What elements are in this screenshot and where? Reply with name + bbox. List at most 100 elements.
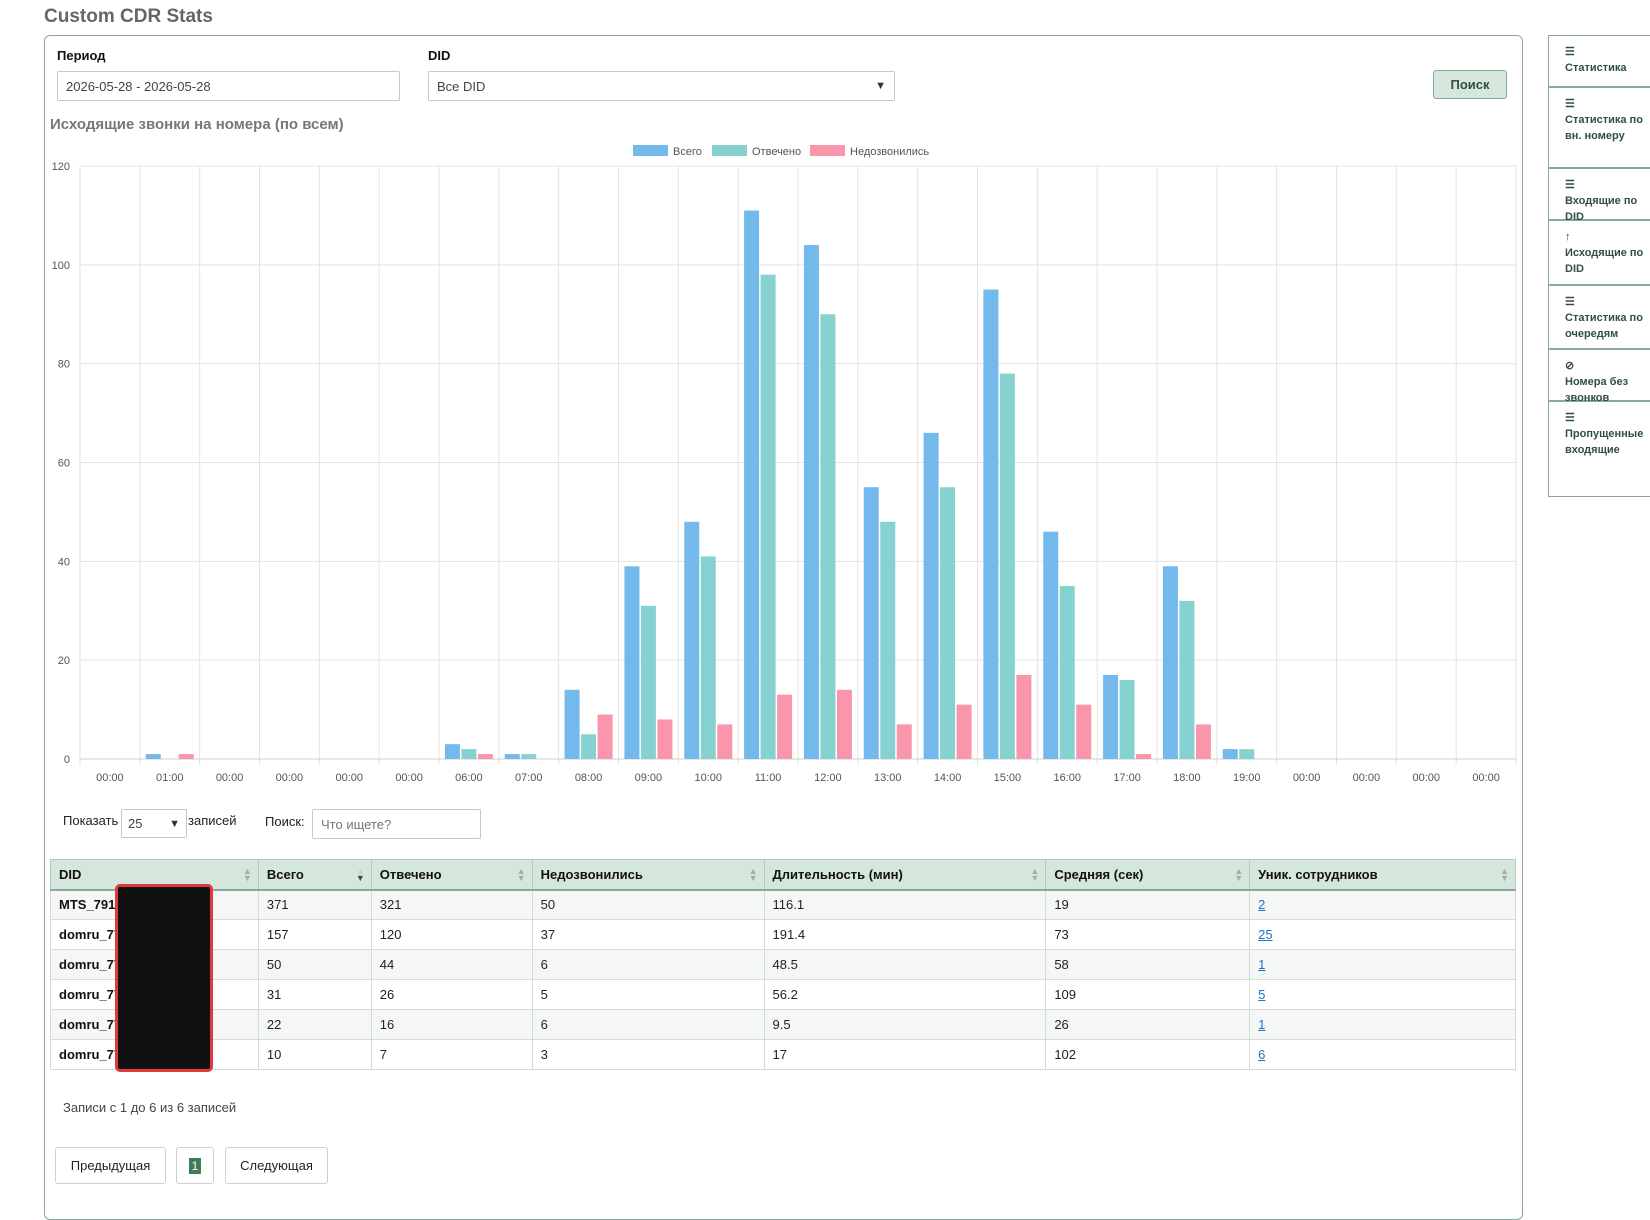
x-tick-label: 00:00 [96, 772, 124, 784]
table-cell: 5 [531, 979, 765, 1010]
records-label: записей [188, 813, 237, 828]
employees-link[interactable]: 1 [1258, 957, 1266, 972]
bar-всего [444, 744, 460, 759]
bar-всего [504, 754, 520, 759]
employees-link[interactable]: 5 [1258, 987, 1266, 1002]
table-cell: 7 [370, 1039, 533, 1070]
list-icon: ☰ [1565, 412, 1575, 424]
sidebar-item-4[interactable]: ☰ Статистика по очередям [1548, 285, 1650, 349]
table-cell: 120 [370, 919, 533, 950]
table-cell: 191.4 [763, 919, 1047, 950]
sort-icon: ▲ ▼ [516, 866, 526, 883]
x-tick-label: 00:00 [276, 772, 304, 784]
column-header-4[interactable]: Длительность (мин) ▲ ▼ [763, 859, 1047, 891]
column-header-label: Отвечено [379, 866, 442, 882]
sidebar-item-1[interactable]: ☰ Статистика по вн. номеру [1548, 87, 1650, 168]
table-cell: 56.2 [763, 979, 1047, 1010]
employees-link[interactable]: 2 [1258, 897, 1266, 913]
sidebar-item-0[interactable]: ☰ Статистика [1548, 35, 1650, 87]
table-cell: 25 [1249, 919, 1516, 950]
x-tick-label: 18:00 [1173, 772, 1201, 784]
table-search-input[interactable] [312, 809, 481, 839]
prev-page-button[interactable]: Предыдущая [55, 1147, 166, 1184]
column-header-1[interactable]: Всего ▲ ▼ [257, 859, 372, 891]
table-cell: 116.1 [763, 889, 1047, 920]
employees-link[interactable]: 1 [1258, 1017, 1266, 1032]
x-tick-label: 00:00 [1353, 772, 1381, 784]
page-1-button[interactable]: 1 [176, 1147, 214, 1184]
table-info: Записи с 1 до 6 из 6 записей [63, 1100, 237, 1115]
chart-title: Исходящие звонки на номера (по всем) [50, 116, 344, 133]
employees-link[interactable]: 6 [1258, 1047, 1266, 1062]
table-row: MTS_7915 371 321 50 116.1 19 2 [50, 889, 1516, 920]
column-header-5[interactable]: Средняя (сек) ▲ ▼ [1045, 859, 1251, 891]
legend-label: Недозвонились [850, 146, 929, 158]
period-input[interactable]: 2026-05-28 - 2026-05-28 [57, 71, 400, 101]
x-tick-label: 11:00 [755, 772, 782, 784]
bar-отвечено [521, 754, 537, 759]
employees-link[interactable]: 25 [1258, 927, 1273, 942]
did-select[interactable]: Все DID ▼ [428, 71, 895, 101]
table-cell: 16 [370, 1009, 533, 1040]
x-tick-label: 00:00 [216, 772, 244, 784]
y-tick-label: 80 [58, 359, 70, 371]
bar-всего [684, 521, 700, 759]
sidebar-item-label: Статистика [1565, 62, 1627, 74]
bar-всего [1043, 531, 1059, 759]
bar-отвечено [1119, 679, 1135, 759]
sort-icon: ▲ ▼ [1234, 866, 1244, 883]
bar-всего [624, 566, 640, 759]
table-cell: 6 [531, 949, 765, 980]
column-header-2[interactable]: Отвечено ▲ ▼ [370, 859, 533, 891]
list-icon: ☰ [1565, 46, 1575, 58]
table-cell: 3 [531, 1039, 765, 1070]
table-cell: 26 [1045, 1009, 1251, 1040]
table-cell: 50 [257, 949, 372, 980]
column-header-6[interactable]: Уник. сотрудников ▲ ▼ [1249, 859, 1516, 891]
bar-отвечено [1239, 749, 1255, 759]
bar-недозвонились [657, 719, 673, 759]
table-cell: 9.5 [763, 1009, 1047, 1040]
y-tick-label: 0 [64, 754, 70, 766]
sidebar-item-label: Исходящие по DID [1565, 247, 1644, 275]
table-cell: 37 [531, 919, 765, 950]
table-row: domru_77 10 7 3 17 102 6 [50, 1039, 1516, 1070]
column-header-label: Средняя (сек) [1054, 866, 1144, 882]
table-cell: 26 [370, 979, 533, 1010]
table-cell: 10 [257, 1039, 372, 1070]
table-cell: 17 [763, 1039, 1047, 1070]
table-cell: 321 [370, 889, 533, 920]
legend-swatch [633, 145, 668, 156]
page-size-select[interactable]: 25 ▼ [121, 809, 187, 838]
x-tick-label: 00:00 [335, 772, 363, 784]
table-cell: 22 [257, 1009, 372, 1040]
bar-недозвонились [956, 704, 972, 759]
search-button[interactable]: Поиск [1433, 70, 1507, 99]
y-tick-label: 100 [52, 260, 70, 272]
legend-swatch [810, 145, 845, 156]
bar-недозвонились [896, 724, 912, 759]
sidebar-item-3[interactable]: ↑ Исходящие по DID [1548, 220, 1650, 285]
sidebar-item-2[interactable]: ☰ Входящие по DID [1548, 168, 1650, 223]
bar-отвечено [461, 749, 477, 759]
chevron-down-icon: ▼ [875, 80, 886, 92]
sidebar-item-label: Номера без звонков [1565, 376, 1629, 404]
did-label: DID [428, 48, 451, 63]
sidebar-item-5[interactable]: ⊘ Номера без звонков [1548, 349, 1650, 404]
x-tick-label: 00:00 [1472, 772, 1500, 784]
page-title: Custom CDR Stats [44, 6, 213, 27]
redaction-box [115, 884, 213, 1072]
chevron-down-icon: ▼ [169, 817, 180, 830]
table-cell: 19 [1045, 889, 1251, 920]
x-tick-label: 06:00 [455, 772, 483, 784]
x-tick-label: 07:00 [515, 772, 543, 784]
bar-недозвонились [717, 724, 733, 759]
table-cell: 44 [370, 949, 533, 980]
sidebar-item-label: Пропущенные входящие [1565, 428, 1644, 456]
ban-icon: ⊘ [1565, 360, 1575, 372]
x-tick-label: 09:00 [635, 772, 663, 784]
sidebar-item-6[interactable]: ☰ Пропущенные входящие [1548, 401, 1650, 497]
sort-icon: ▲ ▼ [1500, 866, 1509, 883]
next-page-button[interactable]: Следующая [225, 1147, 328, 1184]
column-header-3[interactable]: Недозвонились ▲ ▼ [531, 859, 765, 891]
